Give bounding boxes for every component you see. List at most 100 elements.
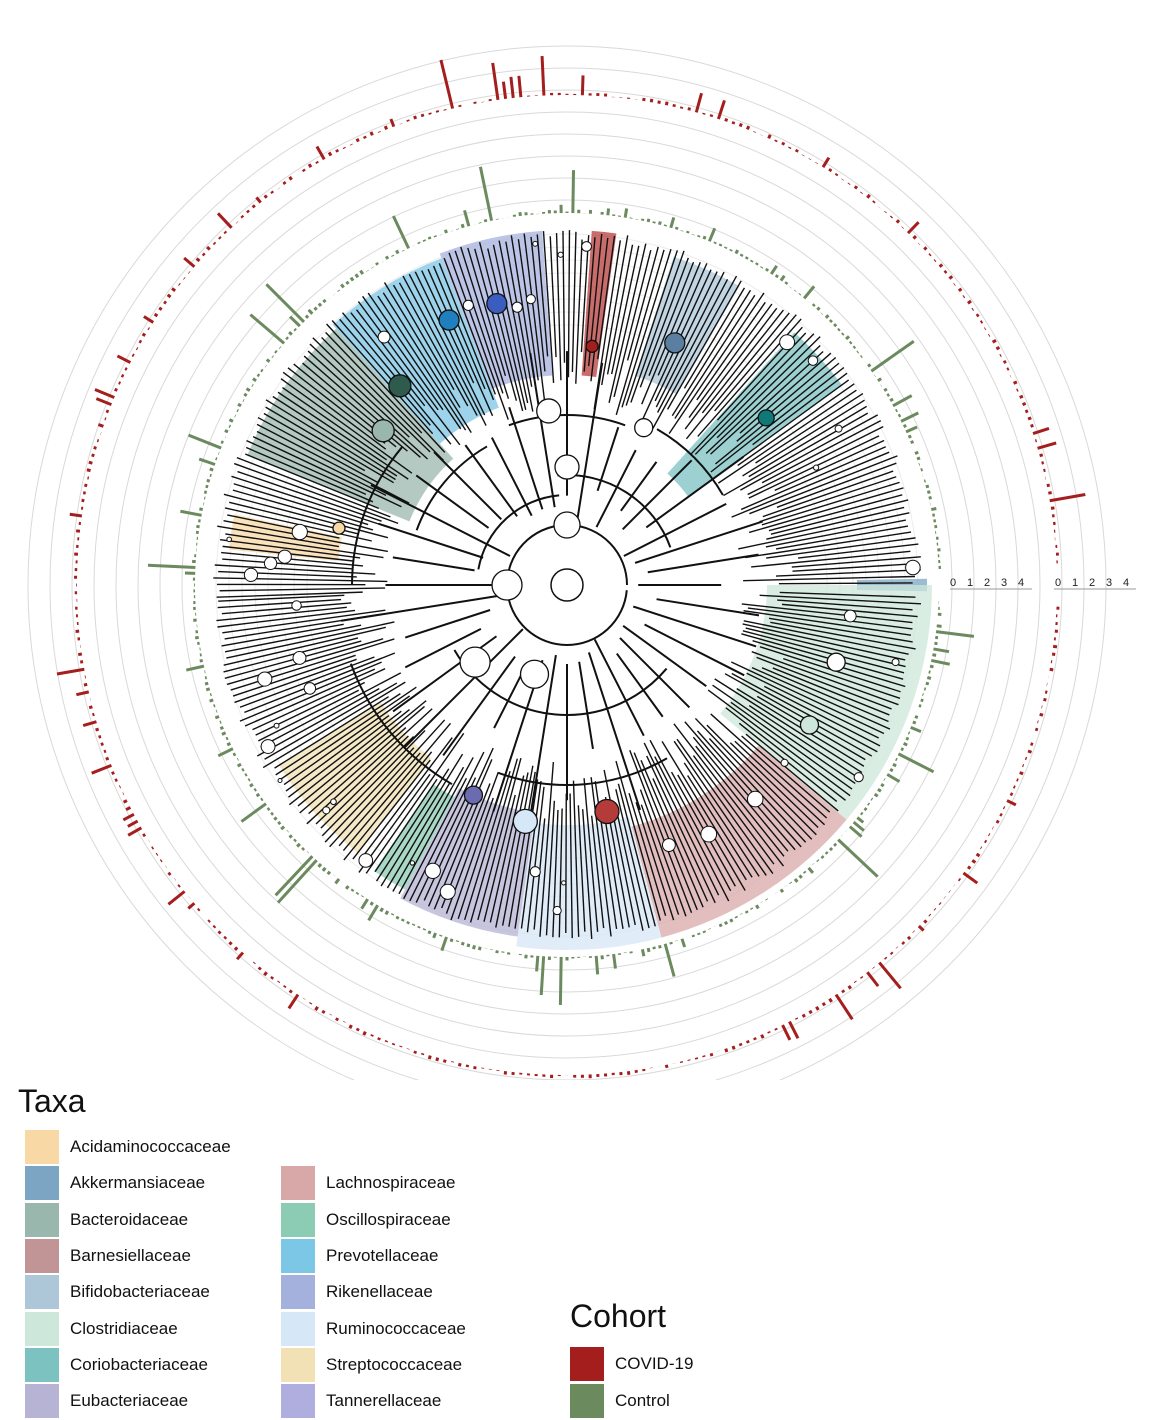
covid-abundance-bar: [97, 423, 104, 428]
control-abundance-bar: [920, 468, 924, 472]
covid-abundance-bar: [501, 81, 508, 100]
covid-abundance-bar: [201, 252, 206, 257]
control-abundance-bar: [187, 433, 222, 450]
tree-tip-node: [377, 330, 391, 344]
covid-abundance-bar: [355, 1027, 360, 1032]
tree-leaf-branch: [214, 564, 376, 575]
control-abundance-bar: [406, 920, 410, 925]
tree-leaf-branch: [219, 587, 386, 592]
tree-leaf-branch: [685, 312, 790, 440]
covid-abundance-bar: [781, 141, 786, 146]
covid-abundance-bar: [223, 230, 228, 235]
tree-tip-node: [552, 905, 562, 916]
tree-leaf-branch: [739, 352, 832, 434]
covid-abundance-bar: [834, 993, 854, 1021]
tree-leaf-branch: [770, 621, 916, 650]
tree-internal-branch: [645, 456, 744, 529]
tree-leaf-branch: [590, 815, 605, 929]
covid-abundance-bar: [753, 1037, 757, 1041]
control-abundance-bar: [697, 932, 701, 936]
covid-abundance-bar: [314, 1006, 319, 1011]
tree-leaf-branch: [743, 575, 916, 582]
tree-leaf-branch: [581, 809, 593, 940]
inner-scale-tick: 3: [1001, 577, 1007, 589]
abundance-ring: [115, 133, 1019, 1037]
tree-leaf-branch: [508, 771, 536, 927]
control-abundance-bar: [718, 923, 723, 928]
tree-leaf-branch: [367, 292, 462, 430]
taxa-legend-item: Akkermansiaceae: [25, 1166, 205, 1201]
control-abundance-bar: [326, 870, 332, 876]
control-abundance-bar: [910, 440, 915, 445]
tree-leaf-branch: [339, 318, 431, 426]
covid-abundance-bar: [309, 1002, 313, 1005]
tree-leaf-branch: [751, 550, 911, 568]
control-abundance-bar: [199, 507, 204, 512]
covid-abundance-bar: [738, 1042, 743, 1047]
covid-abundance-bar: [933, 907, 937, 911]
abundance-ring: [71, 89, 1063, 1080]
covid-abundance-bar: [962, 295, 966, 299]
covid-abundance-bar: [377, 1037, 381, 1041]
covid-abundance-bar: [895, 219, 901, 224]
tree-leaf-branch: [649, 739, 732, 892]
tree-leaf-branch: [489, 775, 525, 923]
covid-abundance-bar: [1034, 727, 1039, 732]
tree-leaf-branch: [775, 569, 921, 577]
control-abundance-bar: [789, 881, 793, 885]
tree-leaf-branch: [536, 234, 549, 357]
covid-abundance-bar: [91, 763, 112, 775]
tree-node: [536, 398, 562, 424]
tree-leaf-branch: [779, 591, 916, 598]
tree-tip-node: [291, 523, 308, 541]
tree-leaf-branch: [608, 243, 647, 403]
control-abundance-bar: [317, 302, 323, 307]
control-abundance-bar: [877, 787, 882, 793]
tree-leaf-branch: [312, 337, 431, 453]
taxa-legend-item: Bifidobacteriaceae: [25, 1275, 210, 1310]
taxa-legend-item: Ruminococcaceae: [281, 1311, 466, 1346]
tree-leaf-branch: [495, 772, 529, 928]
control-abundance-bar: [205, 484, 209, 489]
tree-leaf-branch: [652, 275, 738, 429]
covid-abundance-bar: [270, 190, 274, 195]
tree-nodes: [226, 240, 921, 916]
control-abundance-bar: [245, 387, 251, 392]
covid-abundance-bar: [1030, 742, 1034, 746]
tree-leaf-branch: [213, 577, 388, 583]
control-abundance-bar: [270, 811, 274, 816]
tree-internal-branch: [587, 652, 642, 811]
tree-node: [438, 309, 460, 331]
covid-abundance-bar: [975, 313, 980, 318]
tree-tip-node: [834, 424, 843, 433]
tree-leaf-branch: [338, 752, 421, 847]
covid-abundance-bar: [212, 924, 217, 929]
tree-leaf-branch: [738, 512, 910, 550]
covid-abundance-bar: [878, 961, 902, 990]
covid-abundance-bar: [122, 812, 135, 822]
tree-leaf-branch: [315, 735, 409, 825]
tree-leaf-branch: [365, 732, 465, 874]
covid-abundance-bar: [1022, 402, 1027, 407]
tree-internal-branch: [593, 638, 645, 737]
control-abundance-bar: [877, 377, 882, 383]
tree-leaf-branch: [715, 362, 840, 465]
covid-abundance-bar: [1043, 697, 1047, 702]
control-abundance-bar: [337, 289, 341, 292]
tree-branches: [213, 230, 922, 940]
control-abundance-bar: [232, 752, 237, 757]
tree-leaf-branch: [571, 231, 577, 372]
control-abundance-bar: [313, 306, 318, 311]
tree-tip-node: [263, 556, 278, 570]
tree-leaf-branch: [626, 246, 659, 361]
tree-tip-node: [257, 671, 273, 687]
tree-leaf-branch: [307, 350, 429, 460]
tree-leaf-branch: [742, 630, 905, 674]
tree-leaf-branch: [308, 727, 407, 815]
control-abundance-bar: [395, 915, 400, 920]
control-abundance-bar: [196, 524, 200, 529]
control-abundance-bar: [427, 930, 432, 935]
covid-abundance-bar: [91, 453, 95, 458]
covid-abundance-bar: [999, 353, 1002, 358]
covid-abundance-bar: [228, 941, 233, 946]
